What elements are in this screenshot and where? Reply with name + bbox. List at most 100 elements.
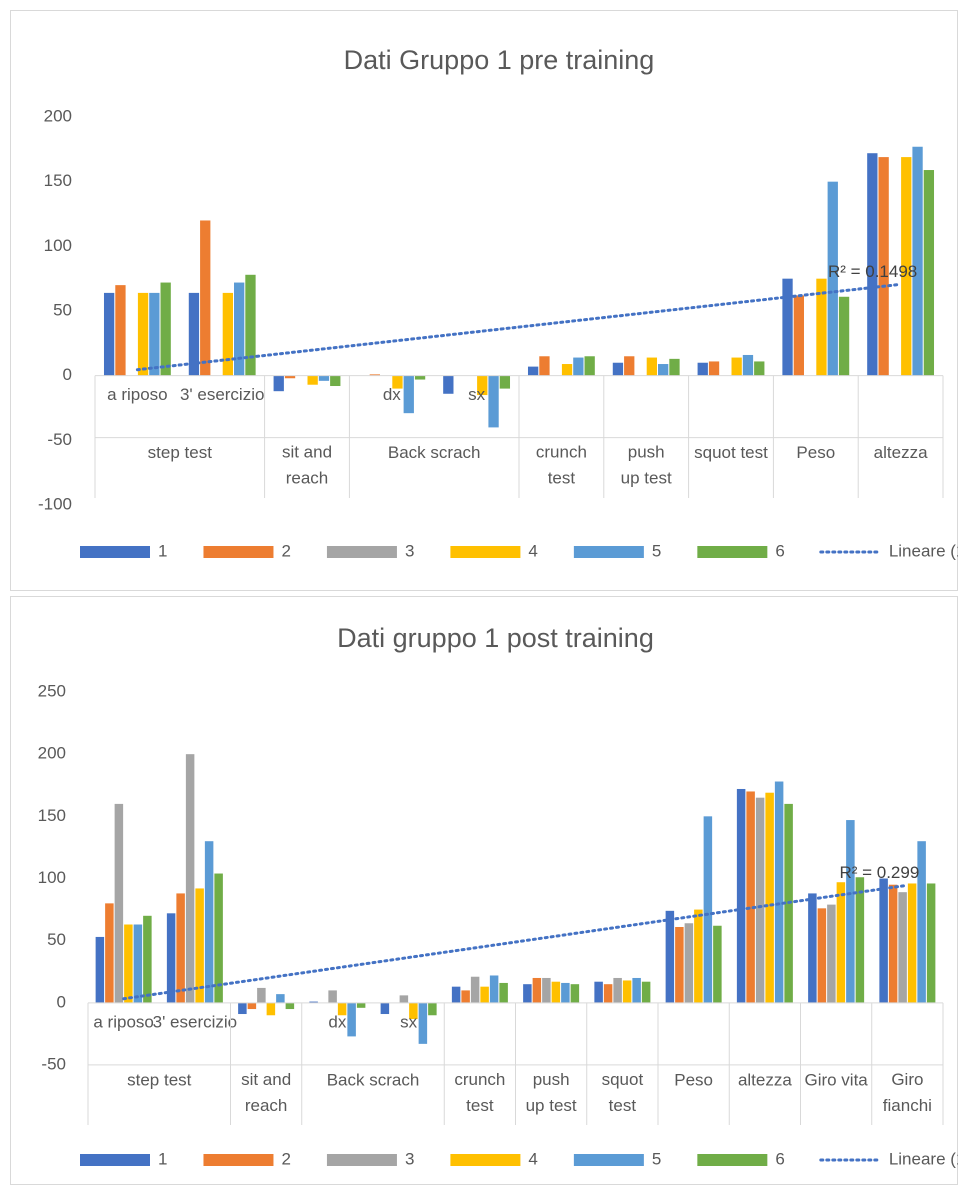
bar: [816, 278, 827, 376]
bar: [160, 282, 171, 376]
bar: [443, 375, 454, 394]
bar: [347, 1002, 356, 1037]
x-tick-label: 3' esercizio: [153, 1012, 238, 1031]
legend-swatch: [326, 546, 397, 558]
legend-label: 6: [775, 541, 784, 560]
bar: [532, 977, 542, 1003]
legend-label: 2: [281, 1149, 290, 1168]
bar: [143, 915, 152, 1003]
bar: [713, 925, 722, 1003]
y-tick-label: 50: [47, 930, 66, 949]
x-group-label: Back scrach: [388, 443, 481, 462]
bar: [878, 157, 889, 376]
bar: [284, 375, 296, 379]
y-tick-label: -50: [47, 430, 72, 449]
bar: [245, 274, 256, 376]
bar: [570, 984, 580, 1003]
legend-swatch: [450, 546, 521, 558]
bar: [907, 883, 917, 1003]
x-group-label: Peso: [796, 443, 835, 462]
x-tick-label: a riposo: [107, 385, 167, 404]
y-tick-label: 50: [53, 300, 72, 319]
y-tick-label: -100: [38, 494, 72, 513]
bar: [318, 375, 330, 381]
chart-title: Dati Gruppo 1 pre training: [344, 45, 655, 75]
x-tick-label: sx: [400, 1012, 418, 1031]
legend-swatch: [697, 1154, 768, 1166]
bar: [697, 362, 708, 376]
bar: [133, 924, 143, 1003]
bar: [380, 1002, 390, 1015]
bar: [561, 982, 570, 1003]
x-group-label: sit and reach: [241, 1070, 291, 1115]
bar: [901, 157, 912, 376]
x-group-label: push up test: [621, 443, 672, 488]
bar: [736, 788, 746, 1003]
bar: [105, 903, 114, 1003]
y-tick-label: 200: [38, 744, 66, 763]
bar: [561, 364, 573, 376]
bar: [675, 926, 684, 1003]
legend-swatch: [80, 1154, 150, 1166]
chart-title: Dati gruppo 1 post training: [337, 623, 654, 653]
y-tick-label: 250: [38, 681, 66, 700]
bar: [765, 792, 774, 1003]
bar: [622, 980, 632, 1003]
x-tick-label: dx: [383, 385, 401, 404]
trendline-label: R² = 0.1498: [828, 262, 917, 281]
bar: [754, 361, 765, 376]
bar: [247, 1002, 257, 1010]
bar: [307, 375, 318, 385]
bar: [917, 841, 926, 1003]
y-tick-label: 100: [44, 236, 72, 255]
legend-label: 1: [158, 1149, 167, 1168]
bar: [238, 1002, 247, 1015]
bar: [755, 797, 765, 1003]
bar: [257, 987, 266, 1003]
legend-swatch: [203, 1154, 274, 1166]
bar: [523, 984, 532, 1003]
bar: [888, 884, 898, 1003]
bar: [731, 357, 742, 376]
x-group-label: crunch test: [454, 1070, 505, 1115]
bar: [612, 362, 624, 376]
bar: [708, 361, 720, 376]
legend-label: 3: [405, 541, 414, 560]
bar: [470, 976, 480, 1003]
bar: [499, 982, 508, 1003]
bar: [115, 285, 126, 376]
x-group-label: step test: [127, 1070, 192, 1089]
bar: [684, 923, 694, 1003]
x-group-label: crunch test: [536, 443, 587, 488]
bar: [527, 366, 539, 376]
trendline: [122, 883, 909, 1001]
y-tick-label: 100: [38, 868, 66, 887]
bar: [330, 375, 341, 387]
x-group-label: squot test: [694, 443, 768, 462]
bar: [337, 1002, 347, 1016]
legend-label: 5: [652, 1149, 661, 1168]
bar: [166, 913, 176, 1003]
bar: [477, 375, 488, 396]
y-tick-label: 200: [44, 106, 72, 125]
bar: [418, 1002, 428, 1044]
legend-label: 1: [158, 541, 167, 560]
bar: [808, 893, 817, 1003]
bar: [137, 292, 149, 376]
bar: [234, 282, 245, 376]
bar: [573, 357, 584, 376]
bar: [489, 975, 499, 1003]
bar: [846, 820, 855, 1003]
x-tick-label: a riposo: [93, 1012, 153, 1031]
bar: [356, 1002, 366, 1008]
bar: [451, 986, 461, 1003]
legend-swatch: [573, 1154, 644, 1166]
x-group-label: altezza: [874, 443, 928, 462]
legend-label: 2: [281, 541, 290, 560]
legend-swatch: [573, 546, 644, 558]
bar: [149, 292, 160, 376]
bar: [746, 791, 755, 1003]
bar: [669, 358, 680, 376]
